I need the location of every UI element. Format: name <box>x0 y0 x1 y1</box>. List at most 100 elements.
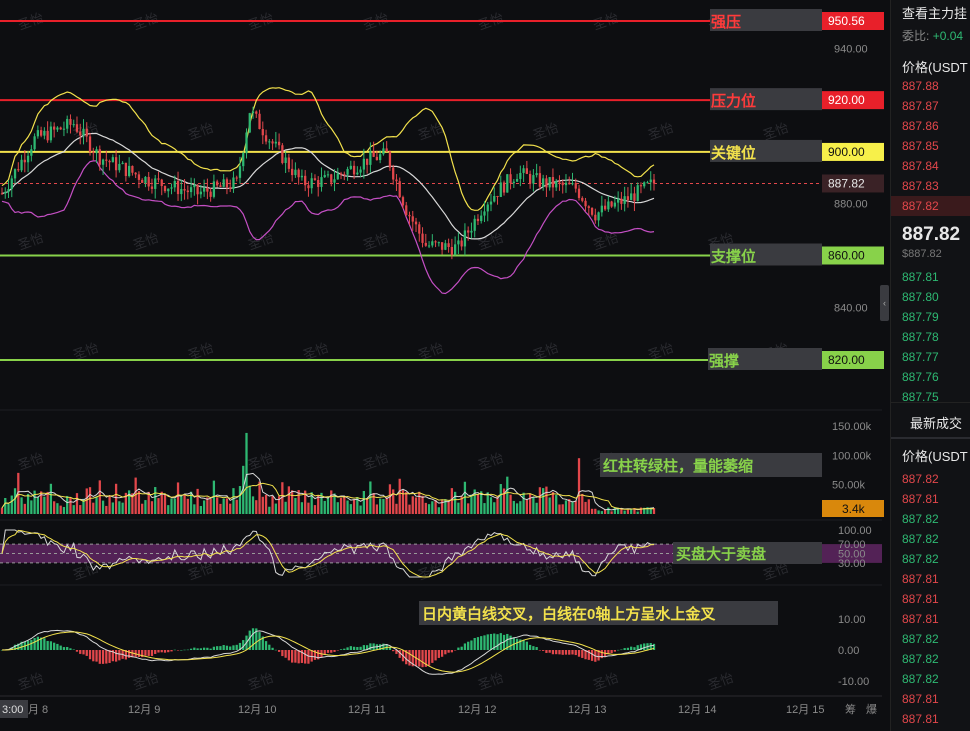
candle-body <box>85 128 88 137</box>
ask-price[interactable]: 887.88 <box>902 79 939 93</box>
watermark-text: 圣怡 <box>246 670 276 693</box>
volume-bar <box>297 490 300 514</box>
order-book-panel: 查看主力挂 委比: +0.04 价格(USDT 887.88 887.87 887.… <box>890 0 970 731</box>
crosshair-time-box <box>0 700 28 718</box>
date-tick-label: 12月 10 <box>238 704 277 716</box>
level-tag-bg <box>710 9 822 31</box>
macd-histogram-bar <box>649 643 652 650</box>
ask-price[interactable]: 887.84 <box>902 159 939 173</box>
volume-bar <box>242 465 245 514</box>
macd-histogram-bar <box>229 646 232 650</box>
macd-tick-label: -10.00 <box>838 676 869 688</box>
candle-body <box>66 118 69 129</box>
candle-body <box>219 185 222 187</box>
candle-body <box>590 207 594 215</box>
macd-histogram-bar <box>281 650 284 657</box>
bid-price[interactable]: 887.78 <box>902 330 939 344</box>
macd-histogram-bar <box>137 650 141 657</box>
bid-price[interactable]: 887.77 <box>902 350 939 364</box>
order-book-title[interactable]: 查看主力挂 <box>902 6 968 21</box>
bid-price[interactable]: 887.79 <box>902 310 939 324</box>
candle-body <box>248 113 251 133</box>
macd-tick-label: 10.00 <box>838 614 866 626</box>
candle-body <box>141 179 144 183</box>
current-price-box <box>822 174 884 193</box>
bid-price[interactable]: 887.81 <box>902 270 939 284</box>
macd-histogram-bar <box>636 645 639 650</box>
volume-bar <box>649 507 652 514</box>
macd-histogram-bar <box>483 635 486 650</box>
volume-bar <box>623 510 626 514</box>
macd-histogram-bar <box>330 650 333 653</box>
volume-bar <box>398 478 401 514</box>
ask-price[interactable]: 887.85 <box>902 139 939 153</box>
chart-area[interactable]: 圣怡 圣怡 圣怡 圣怡 圣怡 圣怡 圣怡 圣怡 圣怡 圣怡 圣怡 圣怡 圣怡 圣怡 圣怡 圣怡 圣怡 圣怡 圣怡 圣怡… <box>0 0 889 731</box>
volume-bar <box>219 503 222 514</box>
candle-body <box>375 156 379 161</box>
volume-bar <box>20 497 23 514</box>
ask-price[interactable]: 887.82 <box>902 199 939 213</box>
candle-body <box>574 183 577 189</box>
volume-bar <box>59 505 62 514</box>
macd-histogram-bar <box>369 643 372 650</box>
candle-body <box>502 182 506 193</box>
volume-bar <box>310 492 313 514</box>
volume-bar <box>577 458 581 514</box>
level-price-box <box>822 246 884 265</box>
candle-body <box>313 178 317 180</box>
macd-histogram-bar <box>297 650 300 664</box>
candle-body <box>346 168 349 175</box>
volume-bar <box>43 496 46 514</box>
macd-histogram-bar <box>411 650 414 667</box>
volume-bar <box>10 495 13 514</box>
volume-bar <box>13 488 17 514</box>
price-header: 价格(USDT <box>902 60 968 75</box>
watermark-text: 圣怡 <box>131 230 161 253</box>
candle-body <box>170 187 173 189</box>
candle-body <box>294 169 297 176</box>
ask-price[interactable]: 887.87 <box>902 99 939 113</box>
volume-bar <box>499 484 502 514</box>
candle-body <box>202 187 206 192</box>
volume-bar <box>339 497 343 514</box>
candle-body <box>649 179 652 183</box>
candle-body <box>36 130 40 137</box>
candle-body <box>271 141 274 144</box>
volume-bar <box>574 500 577 514</box>
volume-bar <box>401 490 405 514</box>
watermark-text: 圣怡 <box>131 450 161 473</box>
volume-bar <box>603 509 607 514</box>
collapse-handle-icon[interactable]: ‹ <box>880 285 889 321</box>
watermark-text: 圣怡 <box>131 670 161 693</box>
macd-histogram-bar <box>613 650 617 652</box>
volume-bar <box>88 487 92 514</box>
macd-histogram-bar <box>581 650 584 658</box>
macd-histogram-bar <box>620 649 623 651</box>
date-tick-label: 月 8 <box>28 704 48 716</box>
volume-bar <box>229 503 232 514</box>
volume-bar <box>313 505 317 514</box>
macd-histogram-bar <box>53 642 56 650</box>
macd-histogram-bar <box>633 647 636 650</box>
candle-body <box>199 191 203 195</box>
candle-body <box>636 185 639 201</box>
candle-body <box>382 148 385 155</box>
candle-body <box>17 169 20 171</box>
macd-histogram-bar <box>528 644 532 650</box>
volume-bar <box>584 501 587 514</box>
watermark-text: 圣怡 <box>301 120 331 143</box>
macd-histogram-bar <box>499 633 502 650</box>
volume-bar <box>212 480 216 514</box>
candle-body <box>300 175 304 178</box>
ask-price[interactable]: 887.86 <box>902 119 939 133</box>
bid-price[interactable]: 887.76 <box>902 370 939 384</box>
candle-body <box>630 193 633 201</box>
latest-trades-title[interactable]: 最新成交 <box>910 416 963 431</box>
bid-price[interactable]: 887.80 <box>902 290 939 304</box>
bid-price[interactable]: 887.75 <box>902 390 939 404</box>
volume-bar <box>538 487 542 514</box>
ask-price[interactable]: 887.83 <box>902 179 939 193</box>
volume-bar <box>167 505 170 514</box>
trade-price: 887.82 <box>902 552 939 566</box>
